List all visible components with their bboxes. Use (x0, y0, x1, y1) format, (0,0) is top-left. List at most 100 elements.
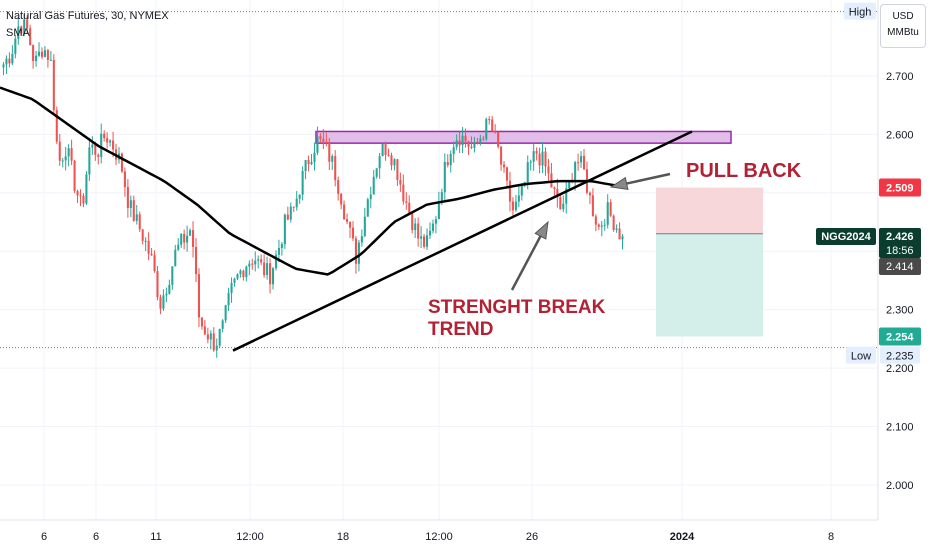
candle-body (192, 230, 195, 248)
candle-body (482, 138, 485, 140)
candle-body (159, 297, 162, 309)
x-tick-label: 12:00 (425, 531, 453, 543)
candle-body (144, 240, 147, 242)
candle-body (153, 255, 156, 272)
candle-body (20, 26, 23, 34)
candle-body (420, 236, 423, 239)
candle-body (283, 214, 286, 245)
candle-body (254, 260, 257, 265)
candle-body (156, 271, 159, 298)
candle-body (132, 200, 135, 221)
high-label-box (844, 2, 876, 20)
candle-body (251, 263, 254, 265)
currency-unit-selector[interactable]: USD MMBtu (880, 4, 926, 48)
x-tick-label: 8 (828, 531, 834, 543)
candle-body (106, 138, 109, 143)
pull-back-label: PULL BACK (686, 160, 802, 182)
candle-body (606, 202, 609, 225)
candle-body (375, 168, 378, 177)
candle-body (337, 180, 340, 194)
candle-body (517, 195, 520, 202)
candle-body (363, 216, 366, 237)
candle-body (488, 119, 491, 121)
candle-body (553, 187, 556, 189)
candle-body (550, 173, 553, 188)
risk-zone (656, 187, 763, 234)
candle-body (88, 147, 91, 175)
sma-line (0, 86, 625, 276)
stop-price-tag: 2.509 (886, 183, 914, 195)
candle-body (532, 151, 535, 162)
candle-body (331, 156, 334, 162)
candle-body (559, 197, 562, 210)
candle-body (239, 270, 242, 275)
candle-body (316, 136, 319, 153)
candle-body (70, 148, 73, 161)
candle-body (366, 199, 369, 217)
candle-body (109, 140, 112, 143)
candle-body (452, 147, 455, 154)
candle-body (609, 202, 612, 216)
candle-body (61, 160, 64, 162)
candle-body (49, 59, 52, 61)
candle-body (203, 326, 206, 335)
break-label-line1: STRENGHT BREAK (428, 297, 606, 318)
candle-body (206, 334, 209, 340)
candle-body (73, 160, 76, 191)
candle-body (434, 219, 437, 224)
candle-body (520, 185, 523, 196)
candle-body (40, 51, 44, 57)
candle-body (215, 345, 218, 351)
candle-body (500, 146, 503, 165)
x-tick-label: 12:00 (236, 531, 264, 543)
candle-body (85, 174, 88, 204)
candle-body (526, 162, 529, 183)
candle-body (233, 278, 236, 283)
candle-body (147, 240, 150, 254)
candle-body (591, 195, 594, 217)
candle-body (319, 136, 322, 139)
candle-body (491, 119, 494, 132)
unit-label: MMBtu (887, 27, 919, 38)
x-tick-label: 18 (337, 531, 349, 543)
ticker-price: 2.426 (886, 231, 914, 243)
candle-body (343, 204, 346, 220)
candle-body (603, 224, 606, 226)
candle-body (257, 259, 260, 261)
candle-body (189, 230, 192, 236)
candle-body (135, 214, 138, 221)
candle-body (565, 188, 568, 204)
candle-body (411, 212, 414, 231)
candle-body (194, 247, 198, 275)
candle-body (64, 156, 67, 161)
candle-body (568, 181, 571, 189)
candle-body (304, 160, 307, 171)
candle-body (43, 50, 46, 57)
candle-body (218, 328, 221, 346)
candle-body (346, 219, 349, 222)
candle-body (313, 152, 316, 163)
candle-body (298, 194, 301, 199)
pull-back-arrow (609, 172, 671, 191)
candle-body (494, 131, 497, 133)
candle-body (577, 162, 580, 164)
candle-body (541, 151, 544, 166)
arrow-head (534, 220, 549, 240)
candle-body (505, 167, 509, 181)
candle-body (301, 170, 304, 195)
candle-body (348, 221, 352, 228)
candle-body (280, 244, 283, 248)
candle-body (266, 263, 269, 276)
candle-body (129, 200, 132, 209)
candle-body (100, 133, 103, 157)
candle-body (82, 195, 85, 204)
axes: 2.700 2.600 2.300 2.200 2.100 2.000 6 6 11 12:00 1… (0, 0, 914, 543)
ticker-price-box (879, 228, 921, 259)
x-tick-label: 6 (93, 531, 99, 543)
candle-body (209, 333, 212, 340)
candle-body (52, 59, 55, 111)
currency-label: USD (892, 11, 914, 22)
candle-body (58, 141, 61, 161)
